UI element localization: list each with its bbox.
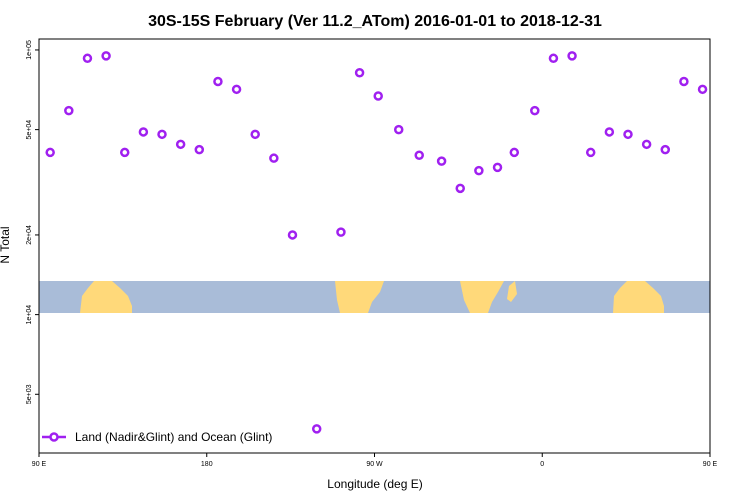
land-australia [80,281,132,313]
y-tick-label-4: 1e+05 [26,40,33,60]
data-point-0-7 [175,139,186,150]
y-tick-label-2: 2e+04 [26,225,33,245]
y-axis-label: N Total [0,226,12,263]
data-point-0-3 [101,51,111,61]
data-point-0-2 [82,53,93,64]
data-point-0-17 [373,91,383,101]
x-tick-label-1: 180 [201,461,213,468]
data-point-0-12 [269,153,279,163]
data-point-0-10 [231,84,242,95]
y-tick-label-1: 1e+04 [26,305,33,325]
data-point-0-34 [697,84,708,95]
data-point-0-23 [492,162,503,173]
data-point-0-19 [414,150,424,161]
land-south-america [460,281,504,313]
data-point-0-8 [194,144,205,155]
legend: Land (Nadir&Glint) and Ocean (Glint) [42,430,272,444]
data-point-0-24 [509,147,520,158]
map-band [39,281,710,313]
land-australia-2 [613,281,664,313]
data-point-0-30 [623,129,633,140]
data-point-0-26 [548,53,559,64]
data-point-0-33 [679,76,689,87]
y-tick-label-0: 5e+03 [26,384,33,404]
x-tick-label-4: 90 E [703,461,718,468]
x-tick-label-3: 0 [540,461,544,468]
data-point-0-1 [64,105,74,116]
data-point-0-6 [157,129,167,140]
y-tick-label-3: 5e+04 [26,120,33,140]
x-axis-label: Longitude (deg E) [327,477,422,491]
x-tick-label-0: 90 E [32,461,47,468]
data-point-0-11 [250,129,260,140]
land-africa [335,281,384,313]
data-point-0-27 [567,51,577,61]
chart-title: 30S-15S February (Ver 11.2_ATom) 2016-01… [148,13,602,30]
data-points [45,51,708,434]
data-point-0-14 [311,424,322,434]
data-point-0-15 [336,227,346,237]
data-point-0-20 [436,156,447,166]
data-point-0-5 [138,127,149,137]
data-point-0-4 [119,147,130,158]
x-ticks: 90 E 180 90 W 0 90 E [32,453,718,468]
legend-label: Land (Nadir&Glint) and Ocean (Glint) [75,430,272,444]
plot-frame [38,38,711,454]
x-tick-label-2: 90 W [366,461,383,468]
land-madagascar [507,281,517,302]
data-point-0-25 [530,105,540,116]
data-point-0-28 [585,147,596,158]
data-point-0-18 [393,124,404,135]
data-point-0-22 [474,165,484,176]
data-point-0-0 [45,147,55,158]
data-point-0-16 [354,68,365,78]
data-point-0-29 [604,127,615,137]
data-point-0-31 [641,139,652,150]
data-point-0-32 [660,144,671,155]
data-point-0-9 [213,76,223,87]
legend-marker [49,432,59,442]
y-ticks: 5e+03 1e+04 2e+04 5e+04 1e+05 [26,40,39,404]
data-point-0-21 [455,183,465,194]
data-point-0-13 [287,230,298,240]
